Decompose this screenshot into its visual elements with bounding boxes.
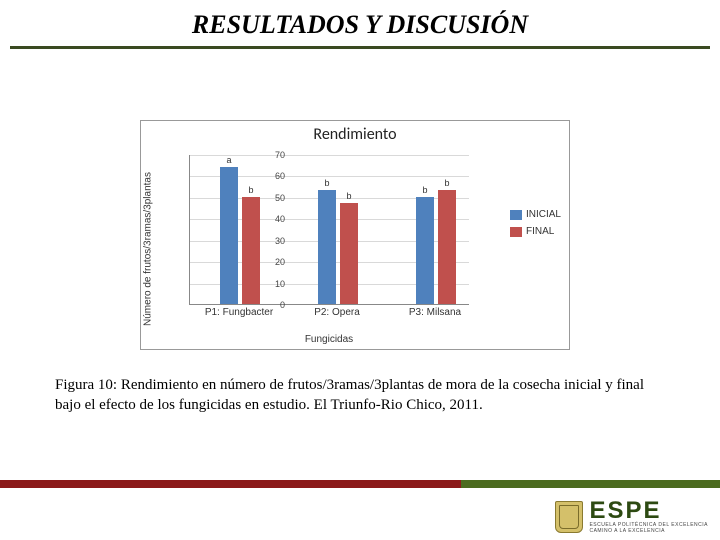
y-axis-label: Número de frutos/3ramas/3plantas [143, 159, 154, 339]
bar [438, 190, 456, 304]
legend-label: INICIAL [526, 209, 561, 220]
x-tick-label: P1: Fungbacter [205, 307, 273, 318]
x-tick-label: P2: Opera [314, 307, 360, 318]
logo-text: ESPE ESCUELA POLITÉCNICA DEL EXCELENCIA … [589, 500, 708, 534]
crest-icon [555, 501, 583, 533]
figure-caption: Figura 10: Rendimiento en número de frut… [55, 375, 650, 416]
chart-body: Número de frutos/3ramas/3plantas abbbbb … [141, 149, 569, 349]
footer-logo: ESPE ESCUELA POLITÉCNICA DEL EXCELENCIA … [555, 500, 708, 534]
bar-letter: b [244, 185, 258, 195]
y-tick-label: 10 [265, 279, 285, 289]
bar-letter: a [222, 155, 236, 165]
x-tick-label: P3: Milsana [409, 307, 461, 318]
chart-title: Rendimiento [141, 125, 569, 144]
header-rule [10, 46, 710, 49]
footer: ESPE ESCUELA POLITÉCNICA DEL EXCELENCIA … [0, 480, 720, 540]
legend: INICIAL FINAL [510, 209, 561, 243]
bar [242, 197, 260, 304]
bar-letter: b [320, 178, 334, 188]
bar [416, 197, 434, 304]
bar [318, 190, 336, 304]
x-axis-label: Fungicidas [189, 334, 469, 345]
logo-tagline: CAMINO A LA EXCELENCIA [589, 528, 708, 534]
legend-swatch [510, 210, 522, 220]
y-tick-label: 70 [265, 150, 285, 160]
y-tick-label: 50 [265, 193, 285, 203]
y-tick-label: 30 [265, 236, 285, 246]
y-tick-label: 20 [265, 257, 285, 267]
footer-bar [0, 480, 720, 488]
footer-bar-green [461, 480, 720, 488]
y-tick-label: 40 [265, 214, 285, 224]
legend-swatch [510, 227, 522, 237]
legend-label: FINAL [526, 226, 554, 237]
bar [220, 167, 238, 304]
chart-container: Rendimiento Número de frutos/3ramas/3pla… [140, 120, 570, 350]
footer-bar-red [0, 480, 461, 488]
legend-item: FINAL [510, 226, 561, 237]
legend-item: INICIAL [510, 209, 561, 220]
bar [340, 203, 358, 304]
bar-letter: b [418, 185, 432, 195]
logo-main: ESPE [589, 500, 708, 522]
bar-letter: b [342, 191, 356, 201]
plot-area: abbbbb [189, 155, 469, 305]
bar-letter: b [440, 178, 454, 188]
page-title: RESULTADOS Y DISCUSIÓN [0, 10, 720, 40]
y-tick-label: 60 [265, 171, 285, 181]
